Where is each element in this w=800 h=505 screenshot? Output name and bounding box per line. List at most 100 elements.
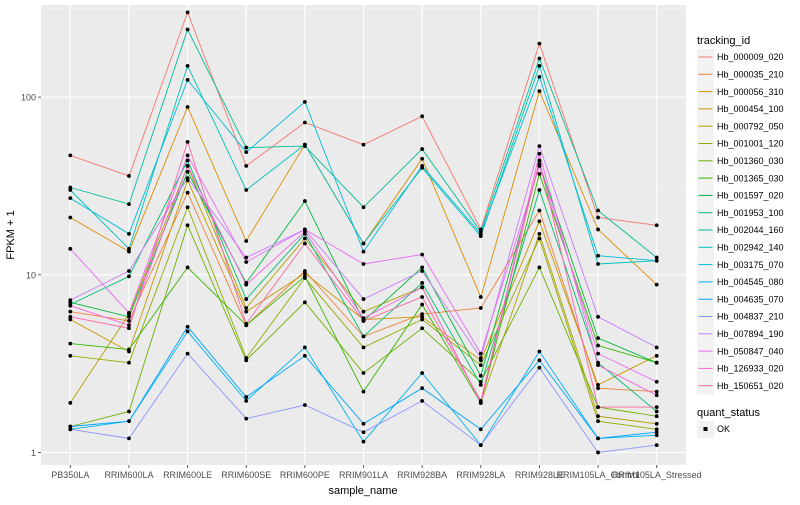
- data-point: [596, 351, 600, 356]
- data-point: [361, 316, 366, 321]
- legend-item-label: Hb_000035_210: [717, 70, 784, 80]
- data-point: [185, 223, 190, 228]
- data-point: [420, 317, 425, 322]
- shape-legend-title: quant_status: [697, 407, 760, 419]
- data-point: [127, 231, 131, 236]
- data-point: [537, 56, 542, 61]
- legend-item-label: Hb_002044_160: [717, 225, 784, 235]
- data-point: [302, 199, 307, 203]
- data-point: [302, 345, 307, 350]
- data-point: [596, 419, 600, 424]
- x-tick-label: RRIM928LE: [515, 470, 564, 480]
- data-point: [244, 321, 249, 326]
- data-point: [127, 202, 131, 206]
- x-tick-label: PB350LA: [51, 470, 89, 480]
- data-point: [654, 414, 659, 419]
- data-point: [302, 274, 307, 279]
- legend-item-label: Hb_004545_080: [717, 277, 784, 287]
- data-point: [127, 174, 131, 178]
- data-point: [596, 262, 600, 266]
- data-point: [596, 215, 600, 220]
- data-point: [478, 363, 483, 368]
- data-point: [654, 379, 659, 384]
- data-point: [478, 427, 483, 432]
- data-point: [185, 169, 190, 174]
- data-point: [244, 416, 249, 421]
- data-point: [185, 190, 190, 195]
- data-point: [596, 227, 600, 232]
- data-point: [420, 302, 425, 307]
- data-point: [127, 360, 131, 365]
- data-point: [537, 231, 542, 236]
- legend-item-label: Hb_001953_100: [717, 208, 784, 218]
- data-point: [185, 158, 190, 163]
- data-point: [244, 399, 249, 403]
- data-point: [302, 142, 307, 147]
- data-point: [68, 303, 73, 308]
- data-point: [420, 147, 425, 151]
- data-point: [537, 63, 542, 68]
- data-point: [185, 63, 190, 68]
- data-point: [537, 236, 542, 241]
- data-point: [596, 363, 600, 368]
- shape-legend-label: OK: [717, 424, 730, 434]
- data-point: [68, 314, 73, 319]
- y-tick-label: 10: [26, 270, 36, 280]
- data-point: [302, 241, 307, 246]
- legend-title: tracking_id: [697, 35, 750, 47]
- data-point: [420, 156, 425, 161]
- y-axis-label: FPKM + 1: [5, 210, 17, 259]
- data-point: [478, 306, 483, 310]
- legend-item-label: Hb_126933_020: [717, 364, 784, 374]
- data-point: [420, 164, 425, 168]
- data-point: [654, 393, 659, 398]
- data-point: [596, 436, 600, 441]
- data-point: [68, 153, 73, 158]
- data-point: [596, 343, 600, 348]
- data-point: [537, 358, 542, 363]
- data-point: [185, 265, 190, 270]
- data-point: [537, 365, 542, 370]
- x-tick-label: RRIM600PE: [280, 470, 330, 480]
- data-point: [185, 176, 190, 181]
- data-point: [244, 150, 249, 155]
- legend-item-label: Hb_002942_140: [717, 243, 784, 253]
- data-point: [244, 145, 249, 150]
- x-tick-label: RRIM928LA: [456, 470, 505, 480]
- data-point: [420, 326, 425, 331]
- legend-item-label: Hb_000056_310: [717, 87, 784, 97]
- data-point: [537, 265, 542, 270]
- data-point: [596, 414, 600, 419]
- data-point: [420, 371, 425, 375]
- data-point: [654, 443, 659, 448]
- data-point: [537, 208, 542, 213]
- data-point: [361, 421, 366, 426]
- data-point: [185, 139, 190, 144]
- data-point: [68, 188, 73, 192]
- data-point: [537, 151, 542, 156]
- legend-item-label: Hb_007894_190: [717, 329, 784, 339]
- x-tick-label: RRIM105LA_Control: [557, 470, 640, 480]
- legend-item-label: Hb_004635_070: [717, 294, 784, 304]
- data-point: [68, 196, 73, 201]
- data-point: [127, 409, 131, 414]
- data-point: [596, 336, 600, 341]
- data-point: [244, 239, 249, 243]
- data-point: [127, 419, 131, 424]
- data-point: [596, 450, 600, 455]
- data-point: [68, 246, 73, 251]
- data-point: [185, 164, 190, 168]
- data-point: [361, 439, 366, 444]
- data-point: [596, 383, 600, 387]
- data-point: [302, 403, 307, 407]
- data-point: [654, 433, 659, 438]
- data-point: [537, 41, 542, 46]
- data-point: [361, 297, 366, 301]
- data-point: [302, 300, 307, 305]
- data-point: [185, 10, 190, 15]
- data-point: [185, 324, 190, 329]
- x-tick-label: RRIM600LE: [163, 470, 212, 480]
- data-point: [654, 409, 659, 414]
- data-point: [244, 297, 249, 301]
- data-point: [654, 427, 659, 432]
